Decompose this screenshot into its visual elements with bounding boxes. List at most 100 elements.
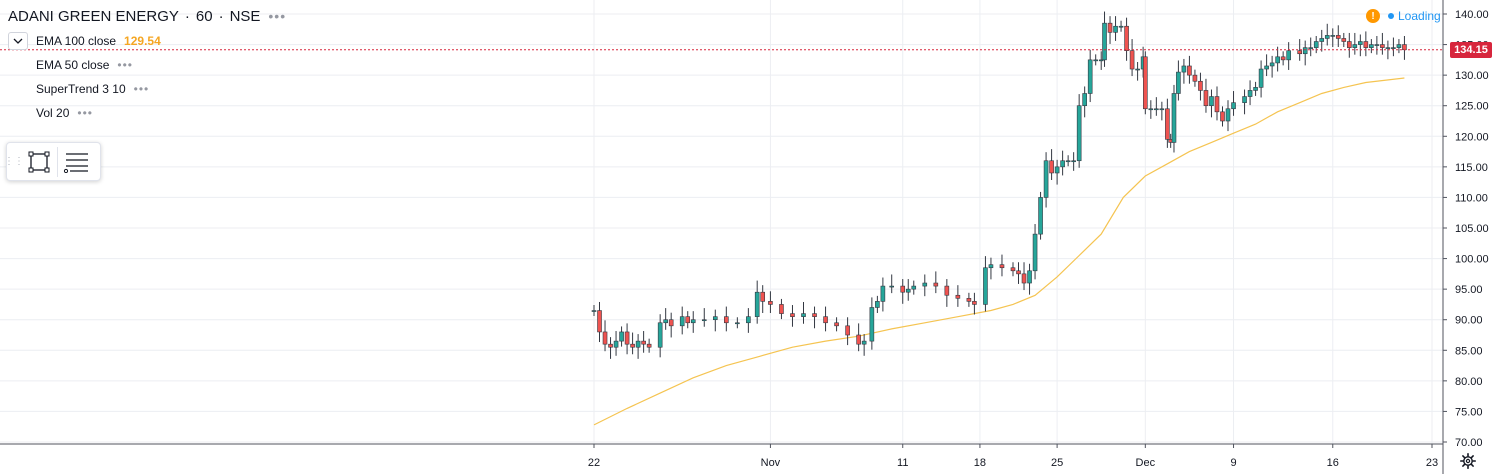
y-tick-label: 80.00 [1455, 376, 1483, 388]
candle-body [834, 322, 839, 327]
indicator-row-ema100[interactable]: EMA 100 close 129.54 [8, 29, 286, 53]
y-axis-ticks: 140.00135.00130.00125.00120.00115.00110.… [1443, 9, 1489, 449]
candle-body [856, 334, 861, 345]
y-tick-label: 130.00 [1455, 70, 1489, 82]
candle-body [1380, 44, 1385, 48]
candle-body [1324, 35, 1330, 39]
ema-100-line [593, 77, 1405, 426]
candle-body [861, 340, 867, 345]
x-tick-label: Dec [1136, 457, 1156, 469]
indicator-more-icon[interactable]: ••• [77, 106, 93, 120]
x-tick-label: 11 [897, 457, 908, 469]
candle-body [1247, 90, 1253, 97]
candle-body [1087, 59, 1093, 94]
candle-body [1242, 96, 1247, 103]
candle-body [768, 301, 773, 305]
chart-settings-button[interactable] [1459, 452, 1477, 470]
candle-body [597, 310, 602, 333]
symbol-name[interactable]: ADANI GREEN ENERGY [8, 7, 179, 25]
candle-body [790, 313, 795, 317]
title-separator: · [184, 7, 190, 25]
select-rectangle-button[interactable] [21, 144, 57, 180]
object-tree-button[interactable] [58, 144, 94, 180]
candle-body [760, 291, 766, 302]
candle-body [1286, 50, 1291, 61]
title-separator: · [218, 7, 224, 25]
candle-body [1358, 41, 1363, 45]
candle-body [1214, 96, 1220, 113]
chart-legend: ADANI GREEN ENERGY · 60 · NSE ••• EMA 10… [8, 6, 286, 125]
indicator-row-supertrend[interactable]: SuperTrend 3 10 ••• [36, 77, 286, 101]
candle-body [1065, 160, 1071, 163]
candle-body [999, 264, 1005, 269]
indicator-label: EMA 100 close [36, 34, 117, 48]
candle-body [646, 343, 652, 348]
indicator-more-icon[interactable]: ••• [117, 58, 133, 72]
candle-body [944, 285, 950, 296]
candle-body [1341, 38, 1347, 42]
candle-body [1347, 41, 1352, 48]
y-tick-label: 70.00 [1455, 437, 1483, 449]
candle-body [875, 301, 880, 308]
candle-body [1198, 80, 1203, 91]
loading-status: ! Loading [1366, 9, 1441, 23]
x-tick-label: 25 [1051, 457, 1063, 469]
candle-body [1335, 35, 1341, 39]
candle-body [1049, 160, 1054, 174]
candle-body [1171, 93, 1177, 143]
x-tick-label: 9 [1230, 457, 1236, 469]
y-tick-label: 100.00 [1455, 254, 1489, 266]
candle-body [1135, 68, 1140, 71]
ema-line [593, 77, 1405, 426]
candle-body [988, 264, 994, 269]
x-axis-ticks: 22 Nov 11 18 25 Dec 9 16 23 [588, 444, 1438, 469]
x-tick-label: 16 [1327, 457, 1339, 469]
candle-body [1082, 93, 1087, 107]
candle-body [911, 285, 917, 290]
candle-body [1016, 270, 1021, 275]
y-tick-label: 105.00 [1455, 223, 1489, 235]
legend-collapse-button[interactable] [8, 32, 28, 50]
x-tick-label: 22 [588, 457, 600, 469]
candle-body [1143, 56, 1148, 110]
symbol-more-icon[interactable]: ••• [268, 8, 287, 24]
candle-body [1159, 108, 1165, 111]
symbol-title: ADANI GREEN ENERGY · 60 · NSE ••• [8, 6, 286, 26]
candle-body [1225, 108, 1231, 122]
candle-body [1264, 65, 1269, 70]
candle-body [701, 319, 707, 322]
candle-body [1181, 65, 1187, 73]
candle-body [1385, 47, 1391, 49]
candle-body [880, 285, 886, 302]
interval-label[interactable]: 60 [195, 7, 213, 25]
indicator-row-ema50[interactable]: EMA 50 close ••• [36, 53, 286, 77]
candle-body [754, 291, 760, 317]
y-tick-label: 115.00 [1455, 162, 1488, 174]
candle-body [679, 316, 685, 327]
candle-body [1076, 105, 1082, 162]
indicator-row-volume[interactable]: Vol 20 ••• [36, 101, 286, 125]
candle-body [972, 301, 977, 305]
candle-body [1187, 65, 1192, 76]
drawing-toolbar: ⋮⋮ [4, 142, 101, 181]
candle-body [657, 322, 663, 348]
candle-body [1369, 44, 1374, 48]
candle-body [1302, 47, 1308, 55]
candle-body [1054, 166, 1060, 174]
candle-body [1038, 197, 1043, 235]
drag-handle-icon[interactable]: ⋮⋮ [4, 156, 24, 167]
loading-dot-icon [1388, 13, 1394, 19]
candle-body [1027, 270, 1032, 284]
candle-body [602, 331, 608, 345]
candle-body [1021, 273, 1027, 284]
warning-icon[interactable]: ! [1366, 9, 1380, 23]
indicator-more-icon[interactable]: ••• [133, 82, 150, 96]
candle-body [591, 310, 597, 312]
candle-body [1129, 50, 1135, 70]
candle-body [1330, 35, 1336, 37]
candle-body [889, 285, 895, 288]
candle-body [1220, 111, 1225, 122]
y-tick-label: 125.00 [1455, 101, 1489, 113]
candle-body [823, 316, 828, 324]
